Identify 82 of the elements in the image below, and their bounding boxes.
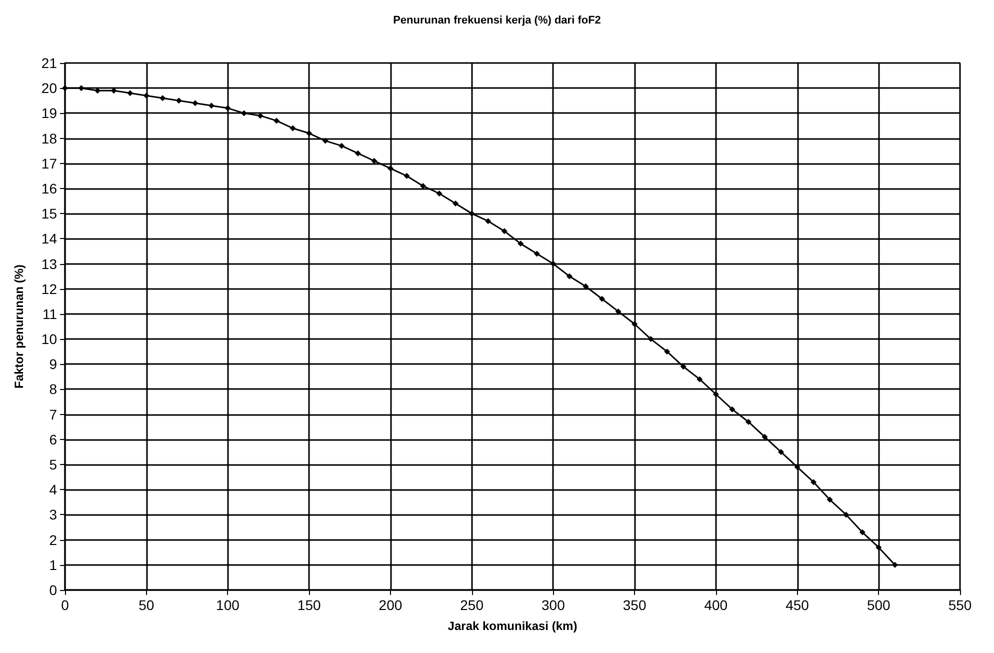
x-tick-label: 0 <box>61 597 70 613</box>
y-tick-label: 14 <box>41 230 58 247</box>
point <box>729 406 736 412</box>
point <box>566 273 572 280</box>
x-tick-label: 550 <box>948 597 972 613</box>
point <box>192 100 198 106</box>
y-tick-label: 18 <box>41 130 58 146</box>
x-tick-label: 450 <box>786 597 810 613</box>
point <box>322 138 328 144</box>
y-tick-label: 17 <box>41 155 58 172</box>
point <box>404 172 410 179</box>
point <box>160 95 166 102</box>
point <box>826 496 833 503</box>
y-tick-label: 0 <box>49 582 58 598</box>
point <box>745 418 752 425</box>
y-tick-label: 1 <box>49 556 58 573</box>
point <box>664 348 670 355</box>
y-tick-label: 12 <box>41 280 58 297</box>
point <box>306 130 312 136</box>
x-tick-label: 50 <box>138 597 154 613</box>
point <box>241 110 247 116</box>
y-tick-label: 4 <box>49 482 58 498</box>
x-tick-label: 400 <box>704 597 728 613</box>
point <box>859 529 866 536</box>
point <box>599 296 605 302</box>
x-tick-label: 300 <box>542 597 566 613</box>
point <box>452 200 459 207</box>
y-tick-label: 21 <box>41 55 58 71</box>
point <box>436 190 442 196</box>
y-tick-label: 10 <box>41 331 58 348</box>
x-tick-label: 250 <box>460 597 484 613</box>
x-tick-label: 200 <box>378 597 402 613</box>
x-axis-title: Jarak komunikasi (km) <box>448 619 578 633</box>
point <box>387 165 394 172</box>
point <box>274 118 280 124</box>
point <box>290 125 296 132</box>
point <box>696 376 703 382</box>
y-tick-label: 15 <box>41 206 58 222</box>
y-tick-label: 3 <box>49 506 58 523</box>
x-tick-label: 150 <box>297 597 321 613</box>
point <box>485 218 492 224</box>
point <box>778 448 784 455</box>
point <box>208 102 214 109</box>
y-axis-title: Faktor penurunan (%) <box>12 264 26 389</box>
y-tick-label: 2 <box>49 532 58 548</box>
y-tick-label: 16 <box>41 180 58 196</box>
point <box>762 434 768 440</box>
x-tick-label: 100 <box>216 597 240 613</box>
point <box>712 391 719 398</box>
point <box>501 228 508 234</box>
point <box>632 320 638 327</box>
y-tick-label: 8 <box>49 381 58 398</box>
chart-title: Penurunan frekuensi kerja (%) dari foF2 <box>393 14 601 26</box>
point <box>338 142 345 149</box>
point <box>876 544 882 550</box>
point <box>518 240 524 247</box>
point <box>420 182 426 189</box>
y-tick-label: 7 <box>49 406 58 422</box>
point <box>843 512 850 518</box>
point <box>550 260 556 267</box>
point <box>468 210 475 217</box>
y-tick-label: 6 <box>49 431 58 448</box>
point <box>176 98 182 104</box>
point <box>127 90 134 96</box>
point <box>648 336 654 342</box>
point <box>143 92 150 99</box>
y-tick-label: 9 <box>49 356 58 372</box>
point <box>78 85 84 92</box>
point <box>354 150 361 156</box>
x-tick-label: 350 <box>622 597 646 613</box>
point <box>810 479 817 486</box>
y-tick-label: 13 <box>41 256 58 272</box>
y-tick-label: 19 <box>41 105 58 122</box>
point <box>224 105 231 112</box>
y-tick-label: 5 <box>49 456 58 473</box>
y-tick-label: 20 <box>41 80 58 96</box>
point <box>892 562 898 568</box>
point <box>371 158 378 164</box>
point <box>534 250 540 257</box>
y-tick-label: 11 <box>42 306 58 322</box>
x-tick-label: 500 <box>866 597 891 613</box>
point <box>794 464 800 470</box>
